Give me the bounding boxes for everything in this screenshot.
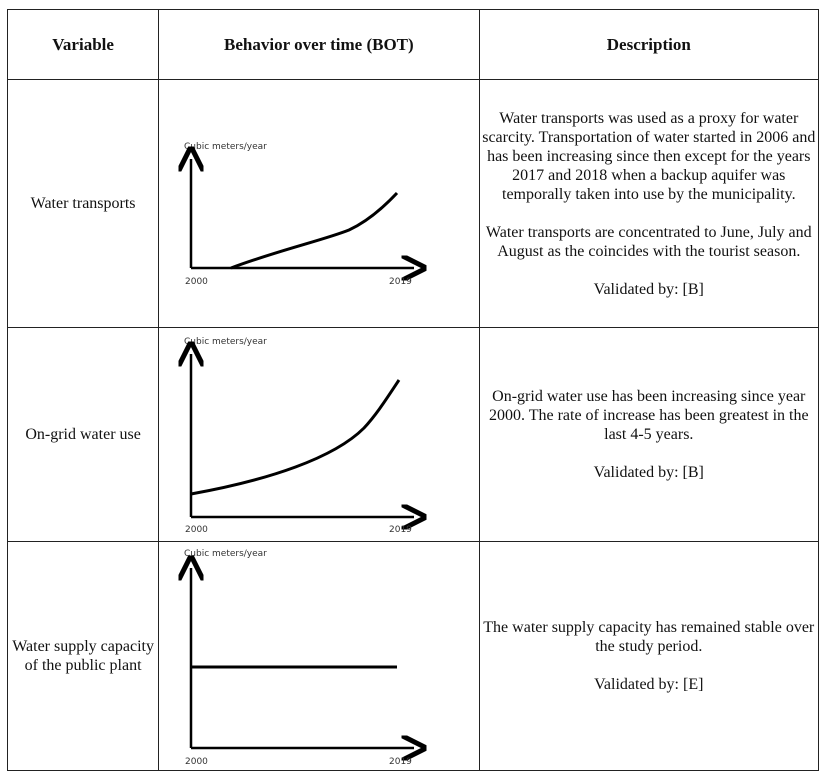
y-axis-label: Cubic meters/year [184,549,267,559]
description-cell: On-grid water use has been increasing si… [478,327,820,542]
validated-by: Validated by: [B] [593,464,704,481]
x-end-label: 2019 [389,525,412,535]
x-end-label: 2019 [389,277,412,287]
bot-graph-on-grid-water-use: Cubic meters/year 2000 2019 [159,337,479,535]
variable-cell: On-grid water use [6,327,160,542]
variable-cell: Water transports [6,79,160,328]
validated-by: Validated by: [B] [593,280,704,298]
description-cell: Water transports was used as a proxy for… [478,79,820,328]
description-text: The water supply capacity has remained s… [483,619,815,655]
table-row: Water transports Cubic meters/year 2000 … [6,79,820,328]
description-text: Water transports are concentrated to Jun… [485,223,812,260]
header-bot: Behavior over time (BOT) [158,9,480,80]
description-text: Water transports was used as a proxy for… [482,109,816,203]
validated-by: Validated by: [E] [594,676,704,693]
header-row: Variable Behavior over time (BOT) Descri… [6,9,820,80]
trend-curve [230,191,399,270]
trend-curve [190,379,401,496]
y-axis-label: Cubic meters/year [184,142,267,152]
header-description: Description [478,9,820,80]
bot-graph-cell: Cubic meters/year 2000 2019 [158,79,480,328]
x-end-label: 2019 [389,757,412,767]
x-start-label: 2000 [185,277,208,287]
description-cell: The water supply capacity has remained s… [478,541,820,771]
bot-graph-water-transports: Cubic meters/year 2000 2019 [159,142,479,287]
x-start-label: 2000 [185,525,208,535]
bot-table: Variable Behavior over time (BOT) Descri… [6,9,820,771]
table-row: On-grid water use Cubic meters/year 2000… [6,327,820,542]
bot-graph-cell: Cubic meters/year 2000 2019 [158,541,480,771]
bot-graph-cell: Cubic meters/year 2000 2019 [158,327,480,542]
table-row: Water supply capacity of the public plan… [6,541,820,771]
description-text: On-grid water use has been increasing si… [488,388,809,443]
y-axis-label: Cubic meters/year [184,337,267,347]
bot-graph-water-supply-capacity: Cubic meters/year 2000 2019 [159,549,479,767]
header-variable: Variable [6,9,160,80]
variable-cell: Water supply capacity of the public plan… [6,541,160,771]
x-start-label: 2000 [185,757,208,767]
